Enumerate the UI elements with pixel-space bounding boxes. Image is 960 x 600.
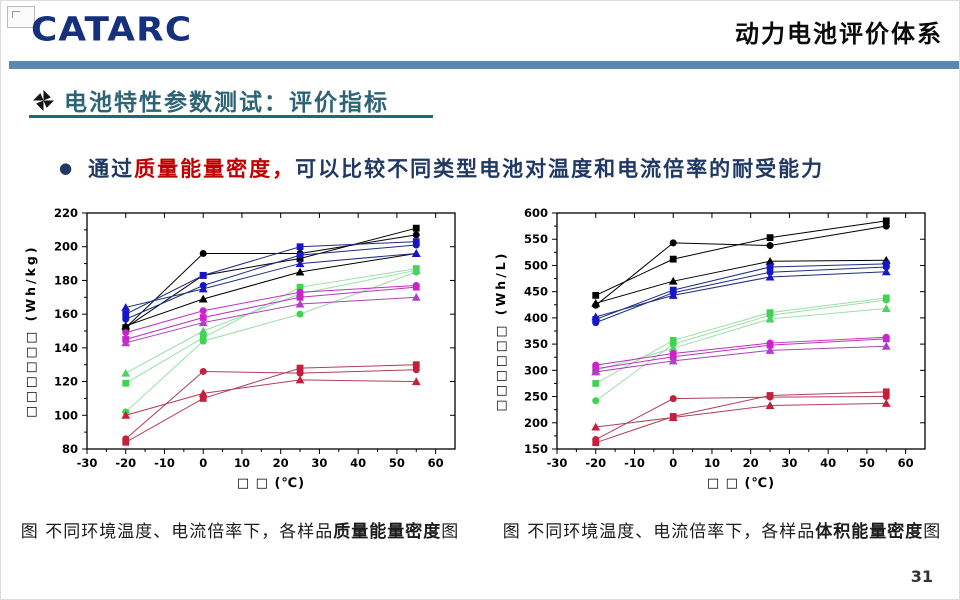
svg-text:-10: -10 — [154, 456, 175, 470]
svg-text:30: 30 — [781, 456, 797, 470]
svg-text:-30: -30 — [547, 456, 568, 470]
svg-text:10: 10 — [234, 456, 250, 470]
svg-text:40: 40 — [820, 456, 836, 470]
svg-text:150: 150 — [524, 442, 548, 456]
svg-text:80: 80 — [62, 442, 78, 456]
svg-text:0: 0 — [199, 456, 207, 470]
svg-text:160: 160 — [54, 307, 78, 321]
svg-text:500: 500 — [524, 258, 548, 272]
svg-text:□□□□□□ (Wh/L): □□□□□□ (Wh/L) — [493, 251, 508, 412]
svg-text:400: 400 — [524, 311, 548, 325]
left-chart-caption: 图 不同环境温度、电流倍率下，各样品质量能量密度图 — [20, 522, 460, 542]
svg-text:140: 140 — [54, 341, 78, 355]
svg-text:180: 180 — [54, 273, 78, 287]
section-title: 电池特性参数测试：评价指标 — [64, 90, 389, 116]
svg-text:100: 100 — [54, 408, 78, 422]
volume-energy-density-chart: -30 -20 -10 0 10 20 30 40 50 60 150 200 250 300 350 400… — [489, 201, 944, 501]
svg-text:□ □ (℃): □ □ (℃) — [237, 476, 305, 491]
svg-text:-10: -10 — [624, 456, 645, 470]
svg-text:20: 20 — [743, 456, 759, 470]
svg-text:50: 50 — [389, 456, 405, 470]
mass-energy-density-chart-canvas: -30 -20 -10 0 10 20 30 40 50 60 80 100 120 140 160 180 2… — [23, 206, 456, 491]
svg-text:450: 450 — [524, 285, 548, 299]
bullet-dot-icon: ● — [59, 159, 75, 177]
svg-text:0: 0 — [669, 456, 677, 470]
page-number: 31 — [910, 567, 933, 586]
svg-text:□ □ (℃): □ □ (℃) — [707, 476, 775, 491]
svg-text:-20: -20 — [115, 456, 136, 470]
svg-text:550: 550 — [524, 232, 548, 246]
svg-text:60: 60 — [428, 456, 444, 470]
page-title: 动力电池评价体系 — [735, 20, 943, 48]
svg-text:200: 200 — [54, 240, 78, 254]
svg-text:-20: -20 — [585, 456, 606, 470]
mass-energy-density-chart: -30 -20 -10 0 10 20 30 40 50 60 80 100 120 140 160 180 2… — [19, 201, 474, 501]
svg-text:350: 350 — [524, 337, 548, 351]
highlight-term: 质量能量密度， — [134, 157, 296, 181]
header-divider-bar — [9, 61, 959, 69]
svg-text:200: 200 — [524, 416, 548, 430]
svg-text:30: 30 — [311, 456, 327, 470]
svg-text:250: 250 — [524, 390, 548, 404]
svg-text:220: 220 — [54, 206, 78, 220]
svg-text:300: 300 — [524, 363, 548, 377]
right-chart-caption: 图 不同环境温度、电流倍率下，各样品体积能量密度图 — [502, 522, 942, 542]
bullet-line: ● 通过质量能量密度，可以比较不同类型电池对温度和电流倍率的耐受能力 — [59, 153, 824, 183]
svg-text:10: 10 — [704, 456, 720, 470]
volume-energy-density-chart-canvas: -30 -20 -10 0 10 20 30 40 50 60 150 200 250 300 350 400… — [493, 206, 926, 491]
bullet-text: 通过质量能量密度，可以比较不同类型电池对温度和电流倍率的耐受能力 — [88, 157, 825, 181]
section-underline — [29, 115, 433, 118]
section-header: 电池特性参数测试：评价指标 — [33, 83, 389, 117]
svg-text:50: 50 — [859, 456, 875, 470]
svg-text:600: 600 — [524, 206, 548, 220]
svg-text:-30: -30 — [77, 456, 98, 470]
svg-text:60: 60 — [898, 456, 914, 470]
svg-text:40: 40 — [350, 456, 366, 470]
catarc-logo: CATARC — [31, 10, 193, 49]
pinwheel-icon — [33, 89, 54, 111]
svg-text:120: 120 — [54, 375, 78, 389]
corner-artifact — [7, 6, 35, 28]
svg-text:□□□□□□ (Wh/kg): □□□□□□ (Wh/kg) — [23, 244, 38, 417]
svg-text:20: 20 — [273, 456, 289, 470]
